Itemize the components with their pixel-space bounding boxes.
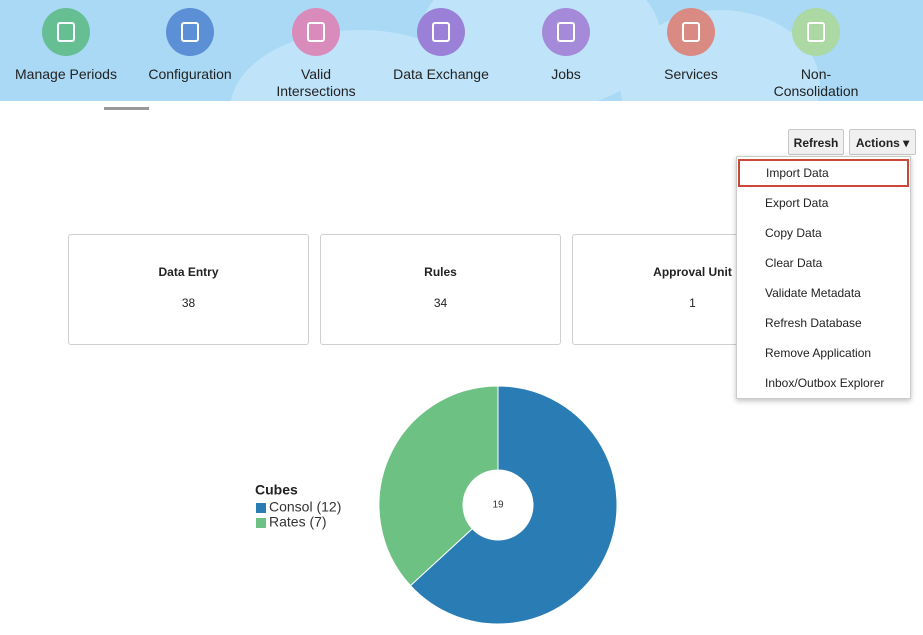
icon-glyph (432, 22, 450, 42)
menu-item[interactable]: Refresh Database (765, 316, 862, 330)
actions-menu: Import Data Export Data Copy Data Clear Dat… (736, 156, 911, 399)
icon-glyph (807, 22, 825, 42)
nav-icon[interactable] (792, 8, 840, 56)
icon-glyph (181, 22, 199, 42)
icon-glyph (557, 22, 575, 42)
nav-item[interactable]: Manage Periods (4, 0, 128, 83)
summary-card: Rules 34 (320, 234, 561, 345)
donut-slice (409, 385, 618, 625)
card-value: 34 (433, 296, 448, 310)
nav-label[interactable]: Non-Consolidation Reports (773, 66, 859, 101)
icon-glyph (682, 22, 700, 42)
menu-item[interactable]: Export Data (765, 196, 829, 210)
nav-label[interactable]: Jobs (551, 66, 581, 82)
nav-label[interactable]: Valid Intersections (276, 66, 356, 99)
legend-swatch (256, 503, 266, 513)
nav-label[interactable]: Data Exchange (393, 66, 489, 82)
actions-button[interactable]: Actions ▾ (849, 129, 916, 155)
nav-item[interactable]: Configuration (128, 0, 252, 83)
icon-glyph (307, 22, 325, 42)
nav-icon[interactable] (292, 8, 340, 56)
menu-item[interactable]: Validate Metadata (765, 286, 861, 300)
nav-icon[interactable] (166, 8, 214, 56)
center-total: 19 (492, 500, 504, 511)
nav-label[interactable]: Services (664, 66, 718, 82)
nav-item[interactable]: Data Exchange (379, 0, 503, 83)
donut-slice (378, 385, 499, 587)
menu-item[interactable]: Import Data (738, 159, 909, 187)
icon-glyph (57, 22, 75, 42)
legend-swatch (256, 518, 266, 528)
legend-label: Consol (12) (269, 499, 341, 515)
actions-label[interactable]: Actions (855, 136, 900, 150)
card-title: Data Entry (158, 265, 219, 279)
nav-icon[interactable] (542, 8, 590, 56)
summary-card: Data Entry 38 (68, 234, 309, 345)
nav-item[interactable]: Non-Consolidation Reports (754, 0, 878, 101)
nav-item[interactable]: Services (629, 0, 753, 83)
nav-item[interactable]: Jobs (504, 0, 628, 83)
active-tab-indicator (104, 107, 149, 110)
nav-icon[interactable] (667, 8, 715, 56)
legend-label: Rates (7) (269, 514, 327, 530)
nav-label[interactable]: Manage Periods (15, 66, 117, 82)
nav-icon[interactable] (417, 8, 465, 56)
refresh-button[interactable]: Refresh (788, 129, 844, 155)
card-title: Approval Unit (653, 265, 732, 279)
card-title: Rules (424, 265, 457, 279)
card-value: 1 (689, 296, 696, 310)
menu-item[interactable]: Remove Application (765, 346, 872, 360)
menu-item[interactable]: Inbox/Outbox Explorer (765, 376, 885, 390)
menu-item[interactable]: Clear Data (765, 256, 823, 270)
legend-title: Cubes (255, 482, 298, 498)
nav-label[interactable]: Configuration (148, 66, 232, 82)
header: Manage Periods Configuration Valid Interse… (0, 0, 923, 101)
card-value: 38 (181, 296, 196, 310)
nav-item[interactable]: Valid Intersections (254, 0, 378, 100)
nav-icon[interactable] (42, 8, 90, 56)
menu-item[interactable]: Copy Data (765, 226, 822, 240)
